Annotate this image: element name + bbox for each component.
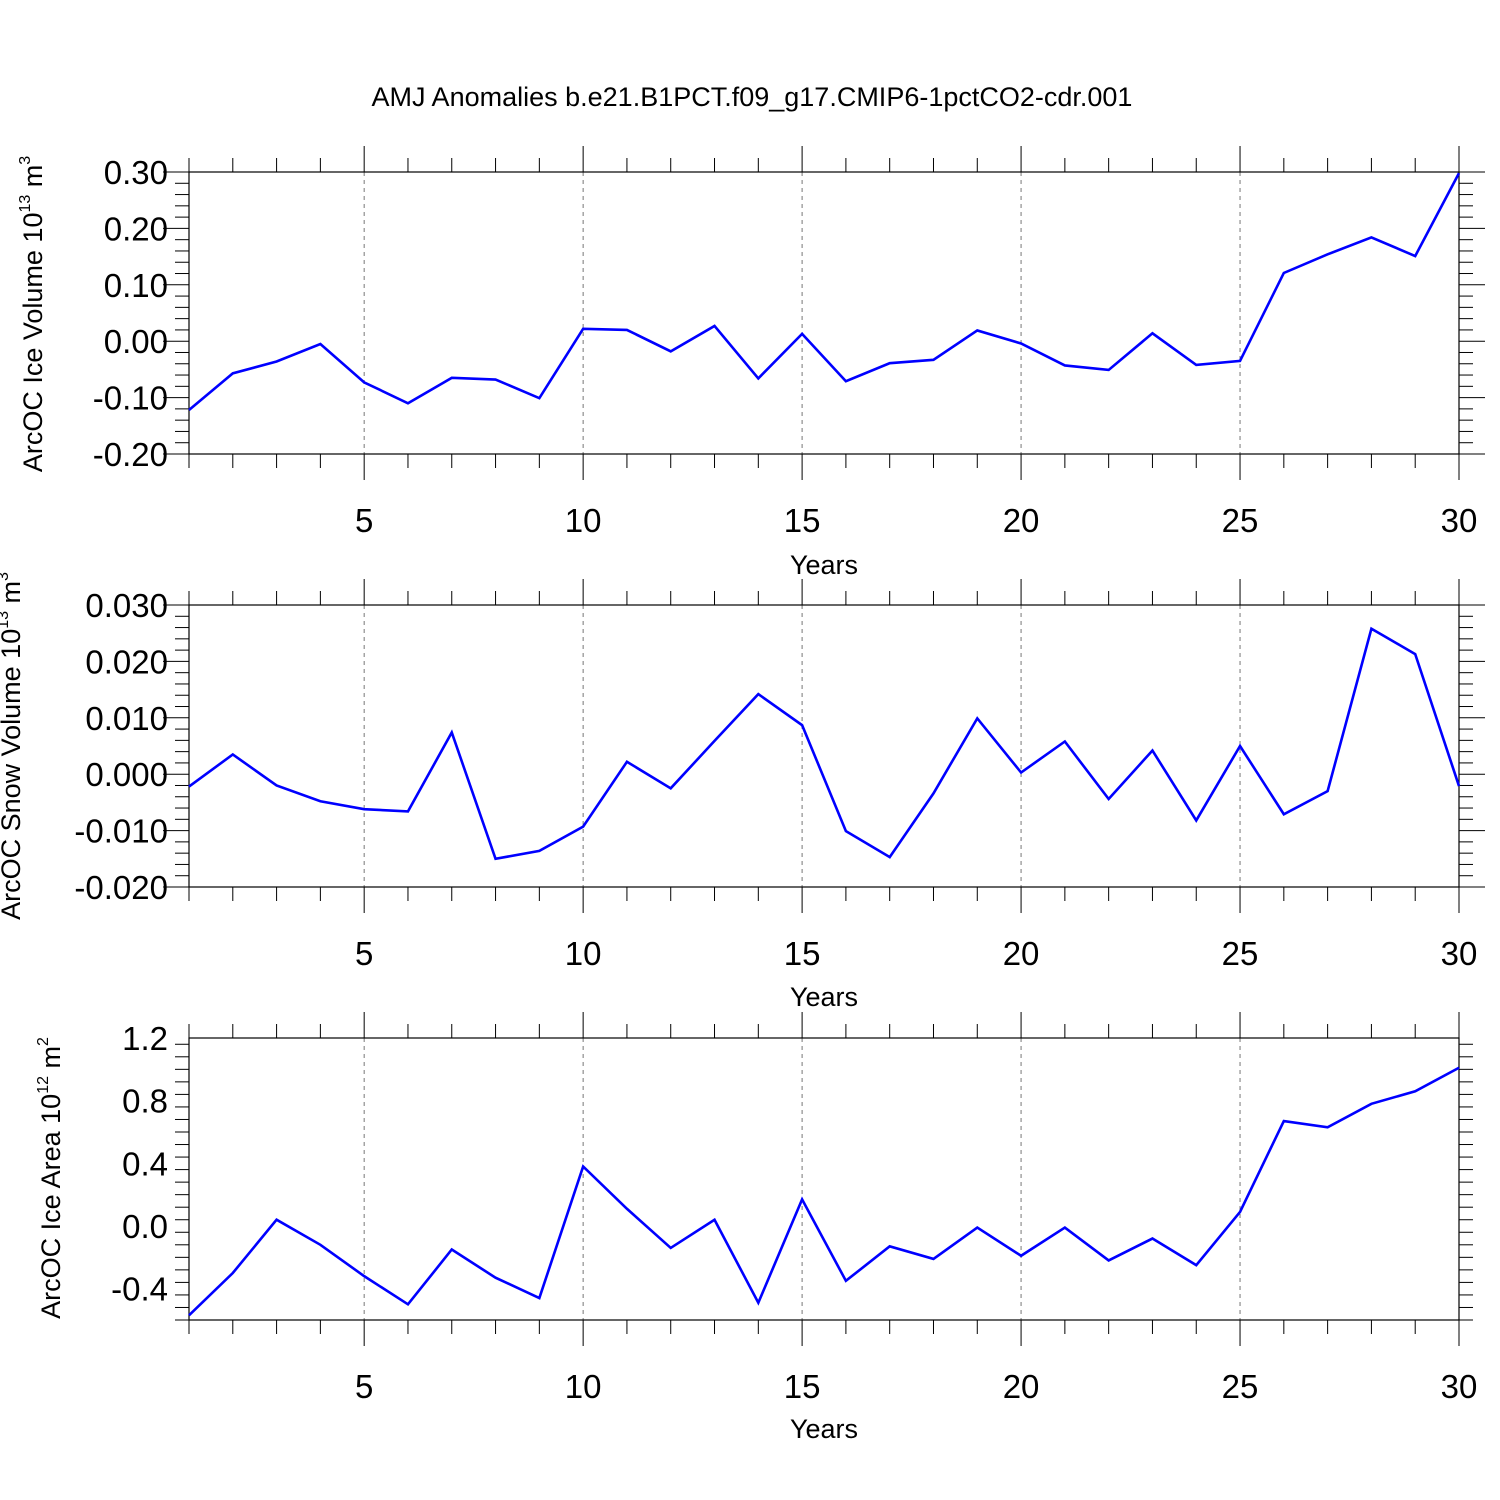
snow-volume-x-axis-label: Years: [790, 982, 858, 1012]
ice-area-plot-frame: [188, 1037, 1460, 1321]
ice-area-x-tick-label: 15: [784, 1368, 821, 1405]
ice-volume-x-tick-label: 20: [1003, 502, 1040, 539]
ice-volume-x-tick-label: 25: [1222, 502, 1259, 539]
ice-volume-x-axis-label: Years: [790, 550, 858, 580]
snow-volume-panel: ArcOC Snow Volume 1013 m3 Years -0.020 -0…: [0, 572, 1485, 1012]
ice-volume-x-tick-label: 10: [565, 502, 602, 539]
snow-volume-y-tick-label: 0.020: [85, 643, 168, 680]
ice-area-x-tick-label: 30: [1441, 1368, 1478, 1405]
ice-volume-y-axis-label: ArcOC Ice Volume 1013 m3: [17, 156, 48, 472]
ice-volume-x-tick-label: 15: [784, 502, 821, 539]
snow-volume-x-tick-label: 20: [1003, 935, 1040, 972]
snow-volume-y-tick-label: -0.020: [74, 869, 168, 906]
ice-volume-y-tick-label: -0.20: [93, 436, 168, 473]
ice-volume-y-tick-label: 0.00: [104, 323, 168, 360]
ice-area-x-tick-label: 20: [1003, 1368, 1040, 1405]
ice-volume-panel: ArcOC Ice Volume 1013 m3 Years -0.20 -0.1…: [17, 146, 1485, 580]
ice-area-x-axis-label: Years: [790, 1414, 858, 1444]
ice-volume-plot-frame: [188, 171, 1460, 455]
snow-volume-y-tick-label: -0.010: [74, 813, 168, 850]
figure-title: AMJ Anomalies b.e21.B1PCT.f09_g17.CMIP6-…: [372, 82, 1133, 112]
ice-area-x-tick-label: 10: [565, 1368, 602, 1405]
ice-area-series-line: [188, 1066, 1460, 1317]
ice-volume-axes: [163, 146, 1485, 480]
snow-volume-x-tick-label: 10: [565, 935, 602, 972]
snow-volume-x-tick-label: 25: [1222, 935, 1259, 972]
ice-volume-y-tick-label: 0.20: [104, 210, 168, 247]
snow-volume-plot-frame: [188, 604, 1460, 888]
ice-area-y-axis-label: ArcOC Ice Area 1012 m2: [35, 1037, 66, 1319]
ice-area-y-tick-label: 1.2: [122, 1020, 168, 1057]
ice-area-y-tick-label: 0.8: [122, 1083, 168, 1120]
ice-area-y-tick-label: 0.0: [122, 1208, 168, 1245]
ice-area-y-tick-label: 0.4: [122, 1145, 168, 1182]
snow-volume-x-tick-label: 15: [784, 935, 821, 972]
snow-volume-axes: [163, 579, 1485, 913]
snow-volume-y-tick-label: 0.010: [85, 700, 168, 737]
ice-volume-series-line: [188, 172, 1461, 412]
ice-volume-x-tick-label: 30: [1441, 502, 1478, 539]
ice-area-x-tick-label: 5: [355, 1368, 373, 1405]
ice-area-axes: [175, 1012, 1473, 1346]
snow-volume-series-line: [188, 626, 1461, 861]
ice-area-y-tick-label: -0.4: [111, 1271, 168, 1308]
snow-volume-y-tick-label: 0.030: [85, 587, 168, 624]
ice-area-x-tick-label: 25: [1222, 1368, 1259, 1405]
snow-volume-x-tick-label: 5: [355, 935, 373, 972]
snow-volume-y-axis-label: ArcOC Snow Volume 1013 m3: [0, 572, 26, 920]
snow-volume-x-tick-label: 30: [1441, 935, 1478, 972]
ice-volume-x-tick-label: 5: [355, 502, 373, 539]
ice-volume-y-tick-label: 0.30: [104, 154, 168, 191]
ice-volume-y-tick-label: 0.10: [104, 267, 168, 304]
ice-area-panel: ArcOC Ice Area 1012 m2 Years -0.4 0.0 0.4 0…: [35, 1012, 1477, 1444]
ice-volume-y-tick-label: -0.10: [93, 380, 168, 417]
snow-volume-y-tick-label: 0.000: [85, 756, 168, 793]
